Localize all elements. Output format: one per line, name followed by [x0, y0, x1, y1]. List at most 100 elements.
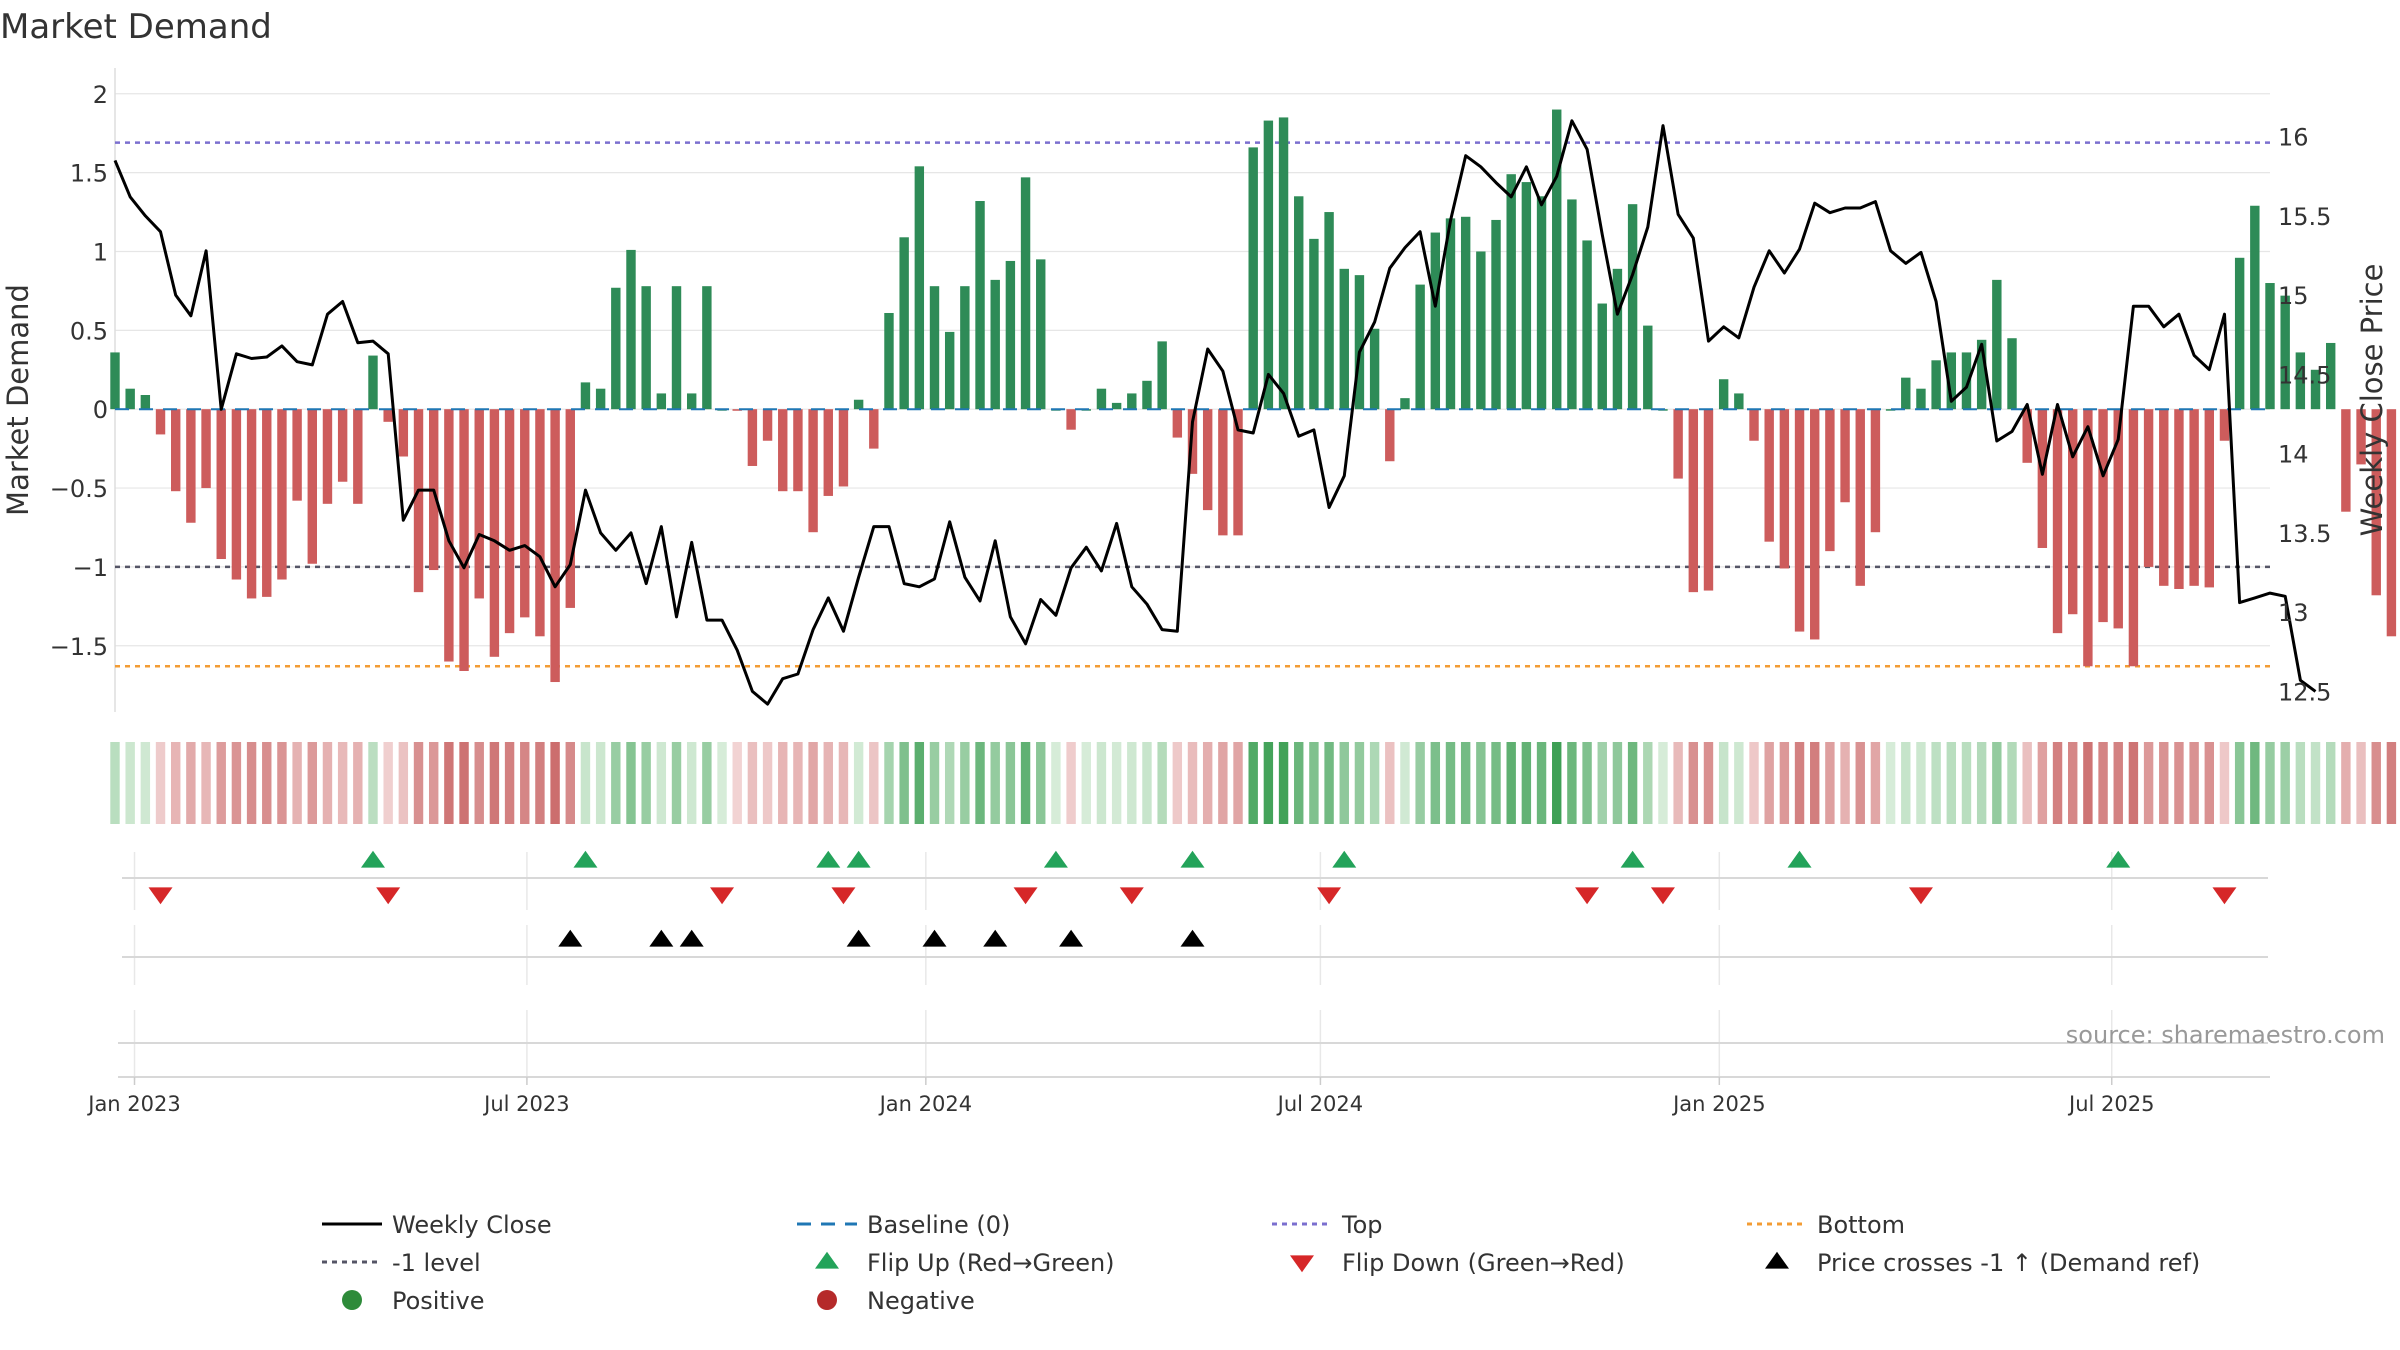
strip-cell: [337, 742, 348, 824]
negative-demand-bar: [762, 409, 773, 441]
negative-demand-bar: [2098, 409, 2108, 623]
weekly-close-line: [113, 119, 2317, 706]
strip-cell: [1931, 742, 1941, 824]
negative-demand-bar: [535, 409, 545, 637]
positive-demand-bar: [1946, 352, 1957, 410]
negative-demand-bar: [1233, 409, 1243, 536]
positive-demand-bar: [1111, 402, 1122, 410]
flip-up-marker: [1620, 850, 1645, 868]
strip-cell: [413, 742, 424, 824]
flip-up-marker: [360, 850, 385, 868]
strip-cell: [1870, 742, 1881, 824]
negative-demand-bar: [2189, 409, 2199, 586]
positive-demand-bar: [595, 388, 606, 410]
strip-cell: [428, 742, 439, 824]
positive-demand-bar: [1976, 339, 1987, 410]
positive-demand-bar: [368, 355, 378, 410]
strip-cell: [1400, 742, 1410, 824]
negative-demand-bar: [869, 409, 879, 449]
negative-demand-bar: [1870, 409, 1881, 533]
strip-cell: [990, 742, 1000, 824]
strip-cell: [1157, 742, 1167, 824]
legend-item: Top: [1272, 1211, 1383, 1239]
right-tick-label: 15.5: [2278, 203, 2331, 231]
left-axis-ticks: 2 1.5 1 0.5 0 −0.5 −1 −1.5: [50, 81, 108, 661]
price-cross-marker: [983, 929, 1008, 947]
positive-demand-bar: [1294, 196, 1304, 410]
strip-cell: [2341, 742, 2351, 824]
strip-cell: [1825, 742, 1835, 824]
negative-demand-bar: [550, 409, 560, 683]
positive-demand-bar: [975, 201, 985, 410]
date-tick-label: Jan 2025: [1671, 1092, 1766, 1116]
positive-demand-bar: [960, 286, 970, 410]
strip-cell: [960, 742, 970, 824]
positive-demand-bar: [140, 395, 151, 410]
negative-demand-bar: [231, 409, 242, 580]
positive-demand-bar: [2325, 342, 2336, 410]
positive-demand-bar: [1718, 379, 1729, 410]
negative-demand-bar: [489, 409, 500, 657]
strip-cell: [2098, 742, 2108, 824]
right-axis-ticks: 16 15.5 15 14.5 14 13.5 13 12.5: [2278, 124, 2331, 707]
legend-label: Bottom: [1817, 1211, 1905, 1239]
strip-cell: [2325, 742, 2336, 824]
positive-demand-bar: [1309, 238, 1319, 410]
negative-demand-bar: [2113, 409, 2123, 629]
positive-demand-bar: [2280, 295, 2290, 410]
positive-demand-bar: [1278, 117, 1289, 410]
strip-cell: [899, 742, 909, 824]
positive-demand-bar: [1597, 303, 1607, 410]
strip-cell: [702, 742, 712, 824]
negative-demand-bar: [2128, 409, 2139, 667]
negative-demand-bar: [292, 409, 302, 501]
negative-demand-bar: [1202, 409, 1213, 511]
left-tick-label: 2: [93, 81, 108, 109]
strip-cell: [1536, 742, 1547, 824]
strip-cell: [2280, 742, 2290, 824]
positive-demand-bar: [702, 286, 712, 410]
positive-demand-bar: [2265, 283, 2275, 410]
negative-demand-bar: [732, 409, 742, 411]
strip-cell: [262, 742, 272, 824]
strip-cell: [2128, 742, 2139, 824]
flip-down-marker: [1013, 887, 1038, 905]
left-tick-label: −0.5: [50, 475, 108, 503]
strip-cell: [580, 742, 591, 824]
positive-demand-bar: [1992, 279, 2002, 410]
positive-demand-bar: [2234, 257, 2245, 410]
positive-demand-bar: [1491, 219, 1501, 410]
strip-cell: [1855, 742, 1865, 824]
legend-item: Baseline (0): [797, 1211, 1010, 1239]
positive-demand-bar: [580, 382, 591, 410]
strip-cell: [307, 742, 317, 824]
positive-demand-bar: [611, 287, 621, 410]
date-tick-label: Jan 2023: [86, 1092, 181, 1116]
strip-cell: [565, 742, 575, 824]
negative-demand-bar: [823, 409, 833, 496]
negative-demand-bar: [216, 409, 226, 560]
right-tick-label: 12.5: [2278, 678, 2331, 706]
strip-cell: [1976, 742, 1987, 824]
positive-demand-bar: [1096, 388, 1107, 410]
positive-demand-bar: [2250, 205, 2260, 410]
positive-demand-bar: [990, 279, 1000, 410]
flip-down-marker: [148, 887, 173, 905]
negative-demand-bar: [2159, 409, 2169, 586]
positive-demand-bar: [1369, 328, 1380, 410]
negative-demand-bar: [565, 409, 575, 608]
strip-cell: [1567, 742, 1577, 824]
strip-cell: [155, 742, 166, 824]
flip-markers-panel: [122, 850, 2268, 910]
positive-demand-bar: [686, 393, 697, 410]
right-tick-label: 13.5: [2278, 520, 2331, 548]
strip-cell: [1278, 742, 1289, 824]
positive-demand-bar: [944, 331, 955, 410]
strip-cell: [2234, 742, 2245, 824]
flip-up-marker: [846, 850, 871, 868]
positive-demand-bar: [1415, 284, 1425, 410]
negative-demand-bar: [838, 409, 849, 487]
strip-cell: [2143, 742, 2154, 824]
strip-cell: [1369, 742, 1380, 824]
